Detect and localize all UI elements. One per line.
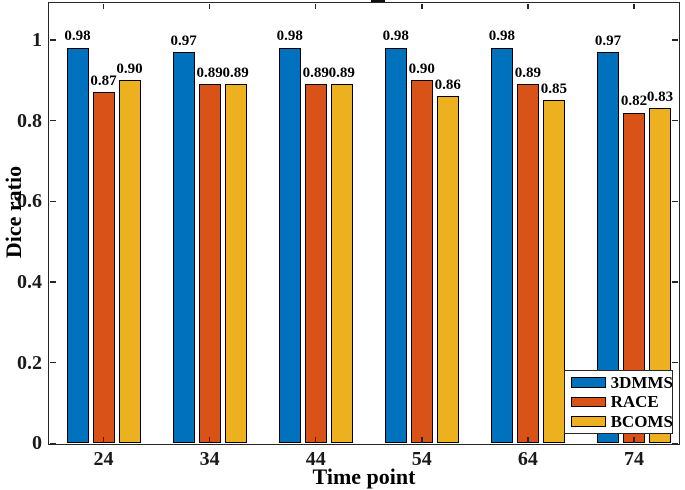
legend: 3DMMS RACE BCOMS xyxy=(563,369,674,435)
legend-label-race: RACE xyxy=(610,392,659,412)
legend-item-3dmms: 3DMMS xyxy=(565,373,673,393)
x-tick-label: 64 xyxy=(517,448,538,470)
y-tick-label: 0.2 xyxy=(17,351,42,374)
y-tick-label: 0 xyxy=(32,432,42,455)
y-tick-label: 0.8 xyxy=(17,109,42,132)
legend-item-bcoms: BCOMS xyxy=(565,412,673,432)
x-tick-label: 24 xyxy=(93,448,114,470)
clipped-title-fragment xyxy=(371,0,385,3)
legend-label-bcoms: BCOMS xyxy=(610,411,673,431)
legend-swatch-3dmms xyxy=(570,377,606,388)
y-axis-label: Dice ratio xyxy=(1,165,26,259)
x-axis-label: Time point xyxy=(312,464,416,489)
x-tick-label: 34 xyxy=(199,448,220,470)
y-tick-label: 1 xyxy=(32,28,42,51)
legend-swatch-race xyxy=(570,396,606,408)
x-tick-label: 74 xyxy=(624,448,644,470)
legend-label-3dmms: 3DMMS xyxy=(610,372,673,392)
legend-swatch-bcoms xyxy=(570,416,606,427)
legend-item-race: RACE xyxy=(565,392,673,412)
y-tick-label: 0.4 xyxy=(17,271,42,293)
